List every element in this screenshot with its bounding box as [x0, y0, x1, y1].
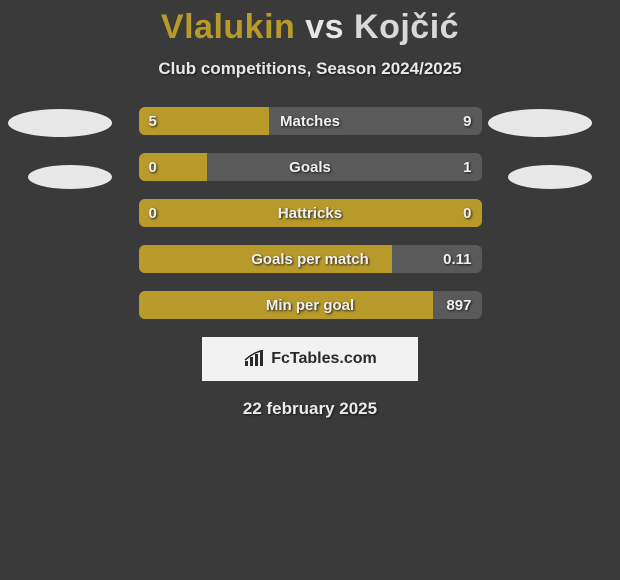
bar-value-left: 0: [139, 199, 167, 227]
decoration-ellipse-left-bot: [28, 165, 112, 189]
bar-value-right: 0: [453, 199, 481, 227]
bar-label: Goals per match: [139, 245, 482, 273]
infographic-root: Vlalukin vs Kojčić Club competitions, Se…: [0, 0, 620, 580]
watermark-badge: FcTables.com: [202, 337, 418, 381]
bar-label: Min per goal: [139, 291, 482, 319]
bar-row: 0 0Hattricks: [139, 199, 482, 227]
subtitle: Club competitions, Season 2024/2025: [0, 59, 620, 79]
bar-row: 0 1Goals: [139, 153, 482, 181]
bar-value-left: 5: [139, 107, 167, 135]
bar-value-right: 9: [453, 107, 481, 135]
watermark-text: FcTables.com: [271, 350, 377, 368]
bar-label: Goals: [139, 153, 482, 181]
comparison-bars: 59Matches01Goals00Hattricks0.11Goals per…: [139, 107, 482, 319]
player2-name: Kojčić: [354, 8, 459, 46]
bar-value-right: 897: [436, 291, 481, 319]
vs-text: vs: [305, 8, 344, 46]
bar-row: 897Min per goal: [139, 291, 482, 319]
bar-row: 0.11Goals per match: [139, 245, 482, 273]
date-text: 22 february 2025: [0, 399, 620, 419]
bar-row: 5 9Matches: [139, 107, 482, 135]
bar-value-right: 1: [453, 153, 481, 181]
bar-value-right: 0.11: [433, 245, 481, 273]
player1-name: Vlalukin: [161, 8, 295, 46]
chart-icon: [243, 350, 265, 368]
bar-value-left: 0: [139, 153, 167, 181]
bar-label: Hattricks: [139, 199, 482, 227]
bar-label: Matches: [139, 107, 482, 135]
content-area: 59Matches01Goals00Hattricks0.11Goals per…: [0, 107, 620, 419]
title-row: Vlalukin vs Kojčić: [0, 0, 620, 47]
decoration-ellipse-right-bot: [508, 165, 592, 189]
decoration-ellipse-right-top: [488, 109, 592, 137]
decoration-ellipse-left-top: [8, 109, 112, 137]
